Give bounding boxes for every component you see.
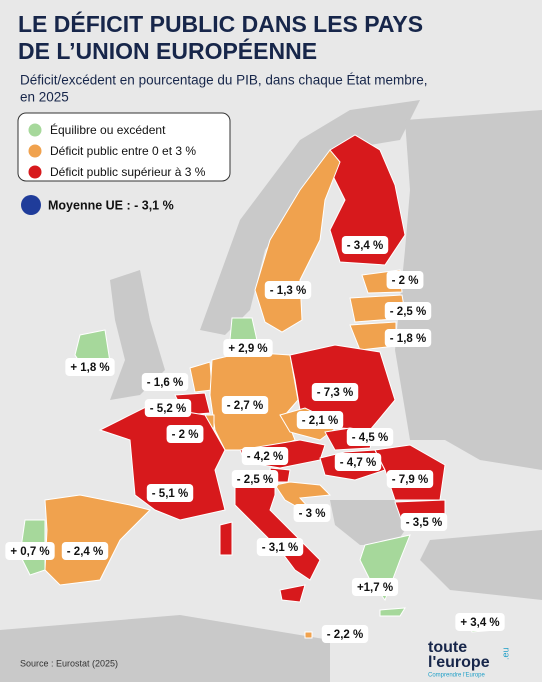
legend-swatch — [27, 164, 43, 180]
label-box — [221, 396, 269, 414]
label-box — [400, 513, 448, 531]
east-land — [395, 110, 542, 470]
norway — [200, 100, 420, 335]
label-box — [144, 399, 192, 417]
country-label: - 2,1 % — [302, 415, 338, 427]
country-label: + 1,8 % — [70, 362, 109, 374]
country-label: - 2,4 % — [67, 546, 103, 558]
eu-flag — [21, 195, 41, 215]
country-shape — [304, 631, 313, 639]
label-box — [293, 504, 331, 522]
legend: Équilibre ou excédent Déficit public entr… — [27, 122, 206, 180]
label-box — [223, 339, 273, 357]
country-label: - 1,6 % — [147, 377, 183, 389]
source: Source : Eurostat (2025) — [20, 658, 118, 668]
label-box — [264, 281, 312, 299]
country-label: - 3,5 % — [406, 517, 442, 529]
country-label: - 1,8 % — [390, 333, 426, 345]
country-label: +1,7 % — [357, 582, 393, 594]
country-shape — [359, 534, 411, 602]
country-label: - 4,7 % — [340, 457, 376, 469]
country-label: - 1,3 % — [270, 285, 306, 297]
label-box — [386, 271, 424, 289]
label-box — [231, 470, 279, 488]
legend-label: Équilibre ou excédent — [50, 122, 166, 137]
label-box — [61, 542, 109, 560]
label-box — [241, 447, 289, 465]
country-labels: - 3,4 % - 1,3 % - 2 % - 2,5 % - 1,8 % + 2,9 %… — [5, 236, 505, 643]
country-label: - 4,2 % — [247, 451, 283, 463]
country-shape — [379, 607, 406, 617]
label-box — [386, 470, 434, 488]
label-box — [166, 425, 204, 443]
country-label: - 7,9 % — [392, 474, 428, 486]
country-label: - 4,5 % — [352, 432, 388, 444]
country-shape — [329, 134, 406, 266]
subtitle: en 2025 — [20, 90, 69, 105]
label-box — [296, 411, 344, 429]
label-box — [65, 358, 115, 376]
legend-label: Déficit public supérieur à 3 % — [50, 165, 206, 179]
label-box — [146, 484, 194, 502]
label-box — [256, 538, 304, 556]
title: LE DÉFICIT PUBLIC DANS LES PAYS — [18, 10, 423, 37]
north-africa — [0, 615, 330, 682]
label-box — [321, 625, 369, 643]
legend-box — [17, 112, 231, 182]
label-box — [351, 578, 399, 596]
title: DE L’UNION EUROPÉENNE — [18, 37, 317, 64]
logo-tagline: Comprendre l'Europe — [428, 673, 486, 679]
country-label: - 3,1 % — [262, 542, 298, 554]
legend-swatch — [27, 143, 43, 159]
country-label: - 2,7 % — [227, 400, 263, 412]
country-shape — [279, 584, 306, 603]
label-box — [141, 373, 189, 391]
country-label: + 0,7 % — [10, 546, 49, 558]
label-box — [346, 428, 394, 446]
country-label: + 2,9 % — [228, 343, 267, 355]
country-label: - 3,4 % — [347, 240, 383, 252]
country-label: - 5,1 % — [152, 488, 188, 500]
country-label: - 5,2 % — [150, 403, 186, 415]
balkans — [330, 500, 405, 545]
label-box — [311, 383, 359, 401]
legend-label: Déficit public entre 0 et 3 % — [50, 144, 196, 158]
country-label: - 7,3 % — [317, 387, 353, 399]
label-box — [384, 302, 432, 320]
great-britain — [110, 270, 165, 400]
label-box — [334, 453, 382, 471]
country-label: - 2 % — [392, 275, 419, 287]
logo-name: toute — [428, 639, 467, 656]
label-box — [384, 329, 432, 347]
turkey — [420, 530, 542, 600]
country-shape — [219, 521, 233, 556]
country-shape — [274, 481, 332, 521]
country-label: - 2 % — [172, 429, 199, 441]
subtitle: Déficit/excédent en pourcentage du PIB, … — [20, 73, 428, 88]
logo-name: l'europe — [428, 654, 490, 671]
country-label: - 3 % — [299, 508, 326, 520]
logo-suffix: .eu — [500, 647, 510, 660]
country-label: - 2,2 % — [327, 629, 363, 641]
average-label: Moyenne UE : - 3,1 % — [48, 198, 174, 212]
label-box — [5, 542, 55, 560]
non-eu-land — [0, 100, 542, 682]
label-box — [455, 613, 505, 631]
label-box — [341, 236, 389, 254]
country-label: - 2,5 % — [390, 306, 426, 318]
country-label: - 2,5 % — [237, 474, 273, 486]
country-label: + 3,4 % — [460, 617, 499, 629]
legend-swatch — [27, 122, 43, 138]
